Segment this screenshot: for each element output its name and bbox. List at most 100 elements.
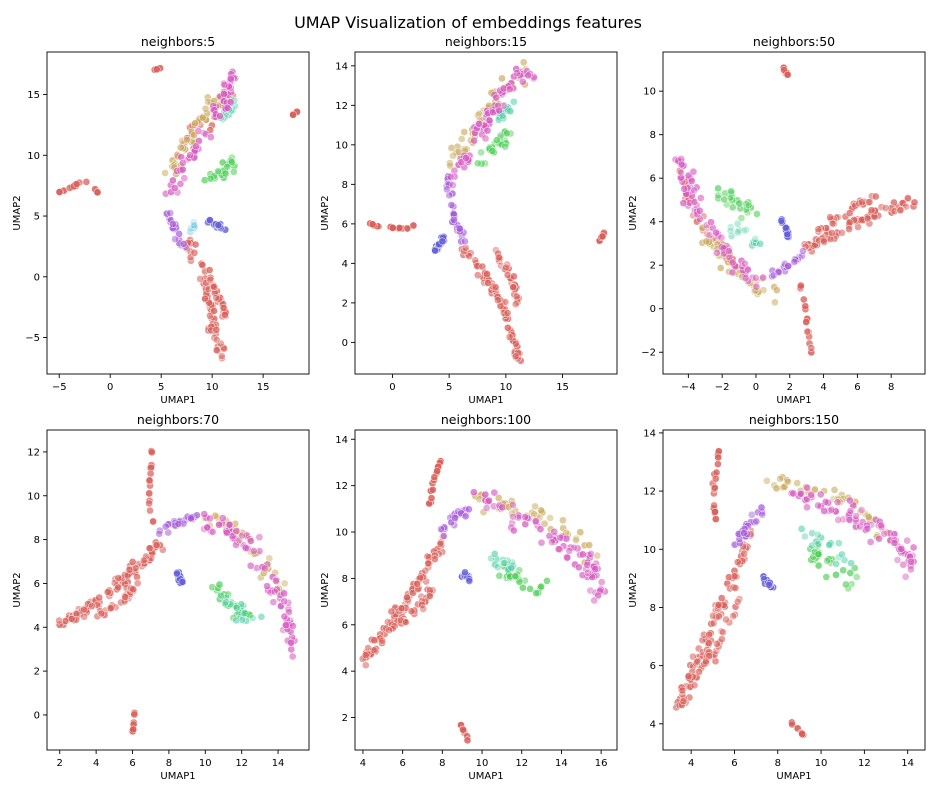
y-tick-label: −5: [25, 333, 40, 344]
scatter-point: [728, 258, 737, 267]
scatter-point: [80, 612, 88, 621]
scatter-point: [461, 237, 469, 246]
scatter-point: [403, 593, 411, 602]
scatter-points: [671, 63, 919, 357]
scatter-point: [540, 519, 549, 528]
scatter-point: [103, 588, 112, 596]
scatter-point: [714, 612, 723, 621]
scatter-point: [796, 489, 805, 498]
scatter-point: [807, 344, 816, 352]
scatter-point: [728, 268, 737, 277]
scatter-point: [490, 550, 499, 558]
scatter-point: [495, 106, 504, 115]
scatter-point: [260, 564, 269, 573]
scatter-point: [280, 589, 288, 598]
axes-frame: [662, 429, 926, 751]
scatter-point: [446, 172, 455, 181]
scatter-point: [536, 525, 545, 534]
scatter-point: [240, 609, 249, 618]
y-tick-label: 12: [643, 487, 656, 498]
scatter-point: [504, 323, 512, 332]
scatter-point: [191, 119, 199, 128]
scatter-point: [438, 237, 447, 246]
scatter-point: [576, 528, 585, 537]
x-tick-label: 8: [439, 758, 445, 769]
scatter-point: [838, 228, 846, 237]
scatter-point: [446, 161, 454, 170]
scatter-point: [839, 566, 848, 575]
scatter-point: [722, 615, 730, 624]
scatter-point: [866, 538, 875, 546]
x-tick-label: 8: [888, 382, 894, 393]
scatter-point: [460, 128, 469, 136]
scatter-point: [447, 144, 456, 152]
scatter-point: [591, 565, 600, 573]
scatter-point: [203, 523, 212, 532]
scatter-point: [201, 104, 210, 113]
y-tick-label: 14: [335, 435, 348, 446]
scatter-point: [740, 529, 748, 537]
scatter-point: [395, 224, 404, 232]
scatter-point: [880, 529, 889, 538]
x-tick-label: 0: [107, 382, 113, 393]
scatter-point: [709, 619, 718, 628]
scatter-point: [689, 167, 698, 176]
scatter-point: [428, 485, 437, 494]
scatter-point: [424, 559, 433, 568]
scatter-point: [531, 517, 540, 526]
scatter-point: [485, 116, 494, 125]
scatter-point: [178, 165, 187, 174]
scatter-point: [757, 503, 766, 512]
scatter-point: [490, 488, 499, 497]
subplot-3: −4 −2 0 2 4 6 8 −2 0 2 4 6 8 10 neighbors:50 UMAP1 UMAP2: [628, 34, 926, 406]
scatter-point: [149, 517, 157, 526]
scatter-point: [910, 198, 919, 207]
y-tick-label: 0: [650, 304, 656, 315]
scatter-point: [784, 478, 792, 486]
scatter-point: [695, 206, 704, 215]
scatter-point: [272, 577, 280, 585]
scatter-point: [378, 636, 387, 645]
scatter-point: [519, 58, 528, 67]
scatter-point: [288, 652, 297, 661]
scatter-point: [498, 112, 507, 120]
scatter-point: [506, 107, 515, 116]
scatter-point: [711, 657, 720, 666]
scatter-point: [790, 258, 799, 266]
y-tick-label: 4: [650, 217, 656, 228]
scatter-point: [80, 605, 88, 614]
scatter-point: [808, 541, 816, 550]
x-tick-label: 10: [199, 758, 212, 769]
scatter-point: [509, 283, 518, 292]
scatter-point: [409, 221, 418, 230]
scatter-point: [129, 725, 138, 734]
scatter-point: [677, 168, 685, 177]
scatter-point: [238, 531, 246, 540]
x-tick-label: 10: [499, 382, 512, 393]
scatter-point: [214, 221, 223, 229]
scatter-point: [161, 522, 170, 531]
scatter-points: [366, 58, 608, 365]
scatter-points: [672, 447, 918, 739]
x-tick-label: 8: [775, 758, 781, 769]
scatter-point: [208, 528, 217, 536]
scatter-point: [125, 565, 134, 574]
scatter-point: [385, 626, 393, 635]
y-tick-label: 2: [650, 261, 656, 272]
scatter-point: [473, 111, 482, 120]
scatter-point: [200, 510, 209, 518]
scatter-point: [510, 272, 518, 281]
x-tick-label: 4: [360, 758, 366, 769]
y-axis-label: UMAP2: [320, 572, 331, 607]
scatter-point: [174, 520, 183, 528]
x-tick-label: 12: [515, 758, 528, 769]
scatter-point: [169, 176, 177, 185]
y-axis-label: UMAP2: [12, 572, 23, 607]
x-tick-label: 10: [206, 382, 219, 393]
scatter-point: [693, 217, 701, 226]
scatter-point: [482, 504, 491, 512]
x-axis-label: UMAP1: [776, 395, 811, 406]
scatter-point: [758, 510, 767, 519]
scatter-point: [55, 188, 64, 196]
